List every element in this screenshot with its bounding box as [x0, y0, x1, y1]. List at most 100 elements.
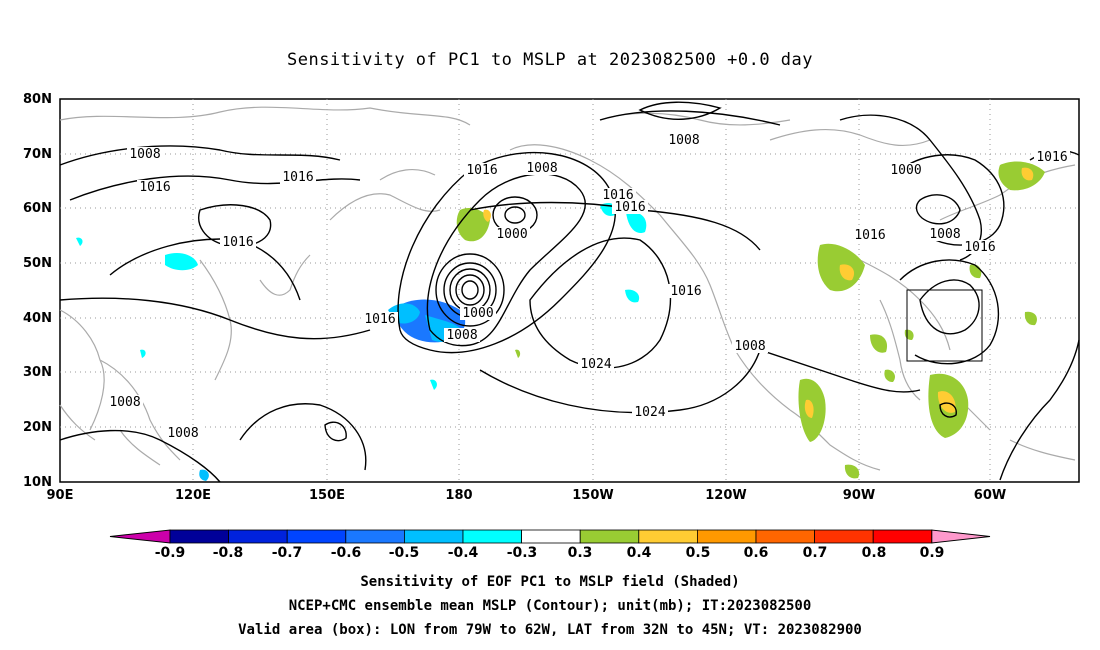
contour-label-bg	[524, 161, 560, 175]
map-title: Sensitivity of PC1 to MSLP at 2023082500…	[286, 50, 813, 70]
contour-label: 1008	[734, 339, 765, 354]
colorbar-label: -0.4	[447, 545, 479, 561]
contour-label-bg	[107, 395, 143, 409]
colorbar-label: -0.5	[388, 545, 420, 561]
contour-label: 1000	[496, 227, 527, 242]
contour-label: 1016	[854, 228, 885, 243]
colorbar-swatch	[872, 529, 933, 544]
contour-label-bg	[927, 227, 963, 241]
contour-label-bg	[666, 133, 702, 147]
colorbar-label: 0.5	[685, 545, 711, 561]
lon-tick-label: 60W	[973, 488, 1007, 503]
contour-label: 1000	[462, 306, 493, 321]
contour-label-bg	[444, 328, 480, 342]
colorbar-swatch	[814, 529, 874, 544]
colorbar-label: -0.9	[154, 545, 186, 561]
contour-label-bg	[632, 405, 668, 419]
lon-tick-label: 120E	[174, 488, 212, 503]
lat-tick-label: 80N	[23, 92, 52, 107]
caption-line: Sensitivity of EOF PC1 to MSLP field (Sh…	[360, 574, 740, 590]
lat-tick-label: 30N	[23, 365, 52, 380]
isobar-contours	[59, 101, 1080, 483]
colorbar-swatch	[755, 529, 815, 544]
contour-label: 1008	[668, 133, 699, 148]
colorbar-swatch	[697, 529, 757, 544]
contour-label: 1024	[580, 357, 611, 372]
colorbar-swatch	[286, 529, 347, 544]
contour-label-bg	[127, 147, 163, 161]
contour-label: 1008	[167, 426, 198, 441]
contour-label-bg	[578, 357, 614, 371]
colorbar	[109, 529, 991, 544]
contour-label-bg	[962, 240, 998, 254]
low-center-pacific	[461, 280, 479, 300]
colorbar-swatch	[579, 529, 640, 544]
colorbar-swatch	[462, 529, 522, 544]
contour-label-bg	[280, 170, 316, 184]
contour-label: 1024	[634, 405, 665, 420]
contour-label-bg	[464, 163, 500, 177]
colorbar-label: 0.6	[743, 545, 769, 561]
contour-label: 1016	[602, 188, 633, 203]
colorbar-low-end	[109, 529, 171, 544]
contour-label-bg	[460, 306, 496, 320]
shaded-regions	[76, 161, 1045, 481]
colorbar-swatch	[403, 529, 464, 544]
colorbar-label: 0.7	[802, 545, 828, 561]
lon-tick-label: 90E	[46, 488, 74, 503]
caption-line: NCEP+CMC ensemble mean MSLP (Contour); u…	[288, 598, 812, 614]
colorbar-label: -0.3	[506, 545, 538, 561]
lat-tick-label: 50N	[23, 256, 52, 271]
contour-label-bg	[362, 312, 398, 326]
contour-label: 1000	[890, 163, 921, 178]
colorbar-label: 0.8	[861, 545, 887, 561]
valid-area-box	[906, 289, 983, 362]
lon-tick-label: 180	[445, 488, 473, 503]
lon-tick-label: 150E	[308, 488, 346, 503]
contour-label: 1008	[446, 328, 477, 343]
lat-tick-label: 40N	[23, 311, 52, 326]
contour-label-bg	[137, 180, 173, 194]
contour-label: 1016	[364, 312, 395, 327]
colorbar-label: 0.4	[626, 545, 652, 561]
contour-label: 1016	[964, 240, 995, 255]
contour-label-bg	[1034, 150, 1070, 164]
contour-label-bg	[600, 188, 636, 202]
contour-label: 1016	[1036, 150, 1067, 165]
caption-line: Valid area (box): LON from 79W to 62W, L…	[238, 622, 862, 638]
lat-tick-label: 70N	[23, 147, 52, 162]
map-frame	[59, 98, 1080, 483]
contour-label-bg	[165, 426, 201, 440]
colorbar-label: -0.7	[271, 545, 303, 561]
contour-label: 1016	[282, 170, 313, 185]
contour-label: 1008	[129, 147, 160, 162]
colorbar-label: -0.8	[212, 545, 244, 561]
colorbar-label: 0.9	[919, 545, 945, 561]
contour-label: 1008	[109, 395, 140, 410]
contour-label-bg	[494, 227, 530, 241]
lon-tick-label: 150W	[572, 488, 614, 503]
colorbar-high-end	[931, 529, 991, 544]
contour-labels: 1008101610161016101610081000101610241008…	[107, 133, 1070, 441]
colorbar-swatch	[228, 529, 288, 544]
lat-tick-label: 10N	[23, 475, 52, 490]
colorbar-swatch	[521, 529, 581, 544]
coastlines	[59, 106, 1076, 471]
lat-tick-label: 60N	[23, 201, 52, 216]
colorbar-label: 0.3	[567, 545, 593, 561]
colorbar-swatch	[638, 529, 698, 544]
colorbar-swatch	[345, 529, 405, 544]
colorbar-swatch	[169, 529, 229, 544]
contour-label: 1008	[929, 227, 960, 242]
contour-label-bg	[888, 163, 924, 177]
contour-label: 1016	[614, 200, 645, 215]
contour-label-bg	[732, 339, 768, 353]
lon-tick-label: 120W	[705, 488, 747, 503]
contour-label: 1016	[670, 284, 701, 299]
contour-label-bg	[612, 200, 648, 214]
contour-label-bg	[852, 228, 888, 242]
colorbar-label: -0.6	[330, 545, 362, 561]
lat-tick-label: 20N	[23, 420, 52, 435]
contour-label: 1016	[222, 235, 253, 250]
